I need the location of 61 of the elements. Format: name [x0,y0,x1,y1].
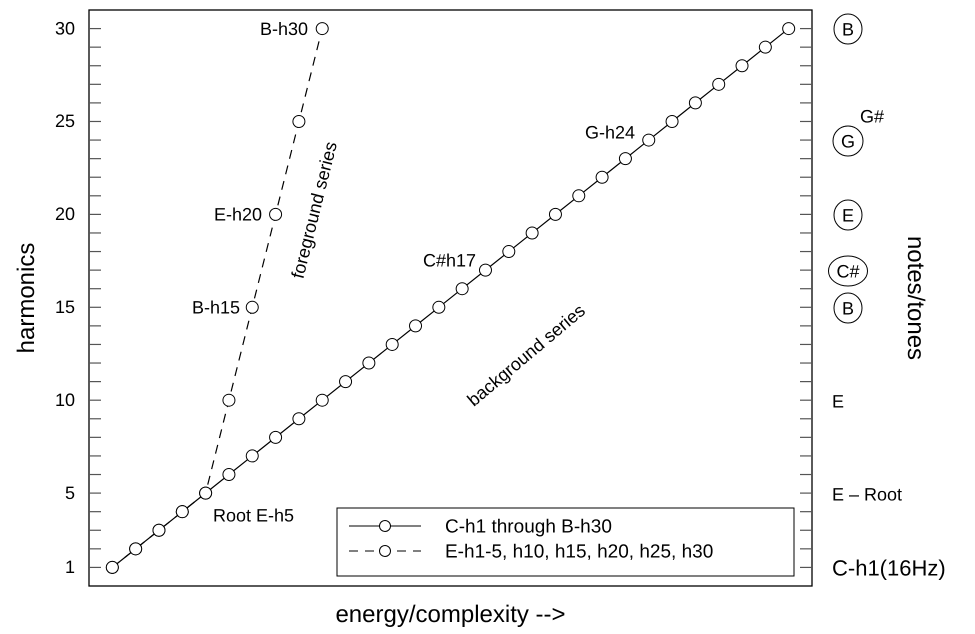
y-axis-title: harmonics [13,242,40,354]
y-tick-label: 20 [54,204,75,224]
point [199,486,212,500]
point [222,468,236,482]
annotation: Root E-h5 [213,505,294,526]
point [339,375,352,388]
y-tick-label: 5 [64,482,75,503]
point [688,96,702,110]
text: E [842,205,854,226]
y-tick-label: 30 [54,18,75,38]
legend-label: E-h1-5, h10, h15, h20, h25, h30 [445,542,714,563]
y-tick-label: 10 [54,390,75,410]
y2-axis-title: notes/tones [902,236,929,360]
annotation: B-h30 [260,18,308,39]
point [316,394,329,407]
point [292,412,306,426]
annotation: B-h15 [192,298,240,318]
point [292,114,306,128]
text: B [842,298,854,318]
point [222,394,236,407]
point [666,114,679,128]
point [152,524,166,537]
y-tick-label: 1 [64,557,75,578]
point [129,542,142,556]
point [246,449,259,462]
text: C# [836,261,860,282]
point [432,300,446,314]
point [572,189,586,202]
text: E [832,391,844,412]
point [758,40,772,54]
x-axis-title: energy/complexity --> [335,601,566,628]
point [548,208,562,221]
point [269,430,282,444]
point [736,59,749,72]
legend-label: C-h1 through B-h30 [445,516,612,538]
point [246,300,259,314]
point [642,134,656,147]
point [478,264,492,277]
point [782,22,796,36]
text: E – Root [832,484,902,504]
point [269,208,282,221]
point [316,22,329,36]
point [409,319,422,332]
point [618,152,632,166]
annotation: E-h20 [214,204,262,225]
y-tick-label: 15 [54,297,75,318]
text: B [842,19,854,40]
point [526,226,539,240]
point [596,170,609,184]
text: G# [860,106,884,126]
annotation: C#h17 [422,250,476,270]
annotation: G-h24 [584,122,635,142]
point [176,505,189,518]
point [456,282,469,296]
point [386,338,399,351]
point [362,356,376,370]
y-tick-label: 25 [54,111,75,132]
point [712,78,726,91]
text: C-h1(16Hz) [832,556,946,581]
text: G [840,131,856,152]
point [502,245,516,258]
